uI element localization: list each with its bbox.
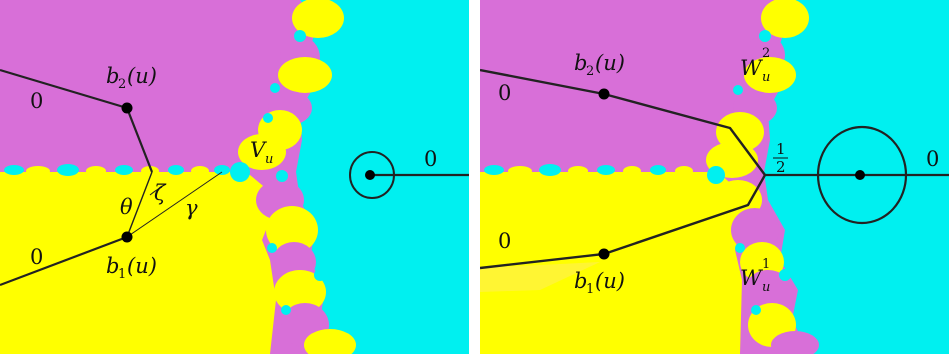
- horizontal-boundary-beads: [4, 164, 230, 176]
- svg-text:2: 2: [762, 46, 770, 61]
- ray-bottom: [480, 174, 767, 270]
- label-zero-bottom: 0: [30, 245, 43, 269]
- point-b2: [121, 102, 133, 114]
- svg-text:1: 1: [118, 267, 126, 282]
- svg-text:b: b: [106, 254, 119, 278]
- point-attractor: [365, 170, 375, 180]
- label-theta: θ: [120, 195, 133, 219]
- ray-top: [480, 68, 766, 176]
- label-W-u-2: W 2 u: [740, 46, 770, 85]
- label-zero-bottom: 0: [498, 229, 511, 253]
- label-zero-top: 0: [30, 89, 43, 113]
- svg-text:b: b: [106, 64, 119, 88]
- left-julia-diagram: 0 0 0 b 2 (u) b 1 (u) V u θ ζ γ: [0, 0, 469, 354]
- point-b1: [598, 248, 610, 260]
- label-W-u-1: W 1 u: [740, 257, 770, 295]
- point-b1: [121, 231, 133, 243]
- svg-text:b: b: [574, 51, 587, 75]
- ray-bottom: [0, 235, 128, 287]
- small-loop: [349, 151, 395, 199]
- point-attractor: [855, 170, 865, 180]
- svg-text:(u): (u): [127, 254, 157, 278]
- svg-text:2: 2: [586, 64, 594, 79]
- svg-text:2: 2: [118, 77, 126, 92]
- svg-text:W: W: [740, 266, 764, 290]
- svg-text:(u): (u): [595, 269, 625, 293]
- fractal-boundary-chain: [706, 0, 819, 354]
- right-julia-diagram: 0 0 0 b 2 (u) b 1 (u) W 2 u W 1 u 1 2: [480, 0, 949, 354]
- svg-text:2: 2: [776, 158, 786, 176]
- large-loop: [816, 125, 908, 225]
- angle-arc: [149, 186, 163, 196]
- right-figure-panel: 0 0 0 b 2 (u) b 1 (u) W 2 u W 1 u 1 2: [480, 0, 949, 354]
- point-b2: [598, 88, 610, 100]
- yellow-basin: [480, 172, 742, 354]
- yellow-basin: [0, 172, 276, 354]
- horizontal-boundary-beads: [484, 164, 693, 176]
- label-zero-right: 0: [926, 147, 939, 171]
- svg-text:b: b: [574, 269, 587, 293]
- label-zero-right: 0: [424, 147, 437, 171]
- label-b2: b 2 (u): [106, 64, 157, 92]
- label-b1: b 1 (u): [574, 269, 625, 297]
- label-one-half: 1 2: [773, 140, 788, 176]
- cyan-basin: [296, 0, 469, 354]
- segment-gamma: [126, 171, 223, 238]
- label-b1: b 1 (u): [106, 254, 157, 282]
- label-zero-top: 0: [498, 81, 511, 105]
- svg-text:(u): (u): [595, 51, 625, 75]
- svg-text:(u): (u): [127, 64, 157, 88]
- svg-text:u: u: [762, 70, 770, 85]
- label-V-u: V u: [250, 138, 273, 167]
- svg-text:u: u: [265, 152, 273, 167]
- svg-text:u: u: [762, 280, 770, 295]
- svg-text:1: 1: [586, 282, 594, 297]
- highlight-strip: [480, 262, 600, 292]
- label-b2: b 2 (u): [574, 51, 625, 79]
- label-gamma: γ: [185, 196, 198, 220]
- segment-zeta: [126, 171, 153, 238]
- fractal-boundary-chain: [230, 0, 356, 354]
- left-figure-panel: 0 0 0 b 2 (u) b 1 (u) V u θ ζ γ: [0, 0, 469, 354]
- svg-text:W: W: [740, 56, 764, 80]
- svg-text:V: V: [250, 138, 267, 162]
- label-zeta: ζ: [154, 181, 167, 205]
- svg-text:1: 1: [762, 257, 770, 272]
- svg-text:1: 1: [776, 140, 786, 158]
